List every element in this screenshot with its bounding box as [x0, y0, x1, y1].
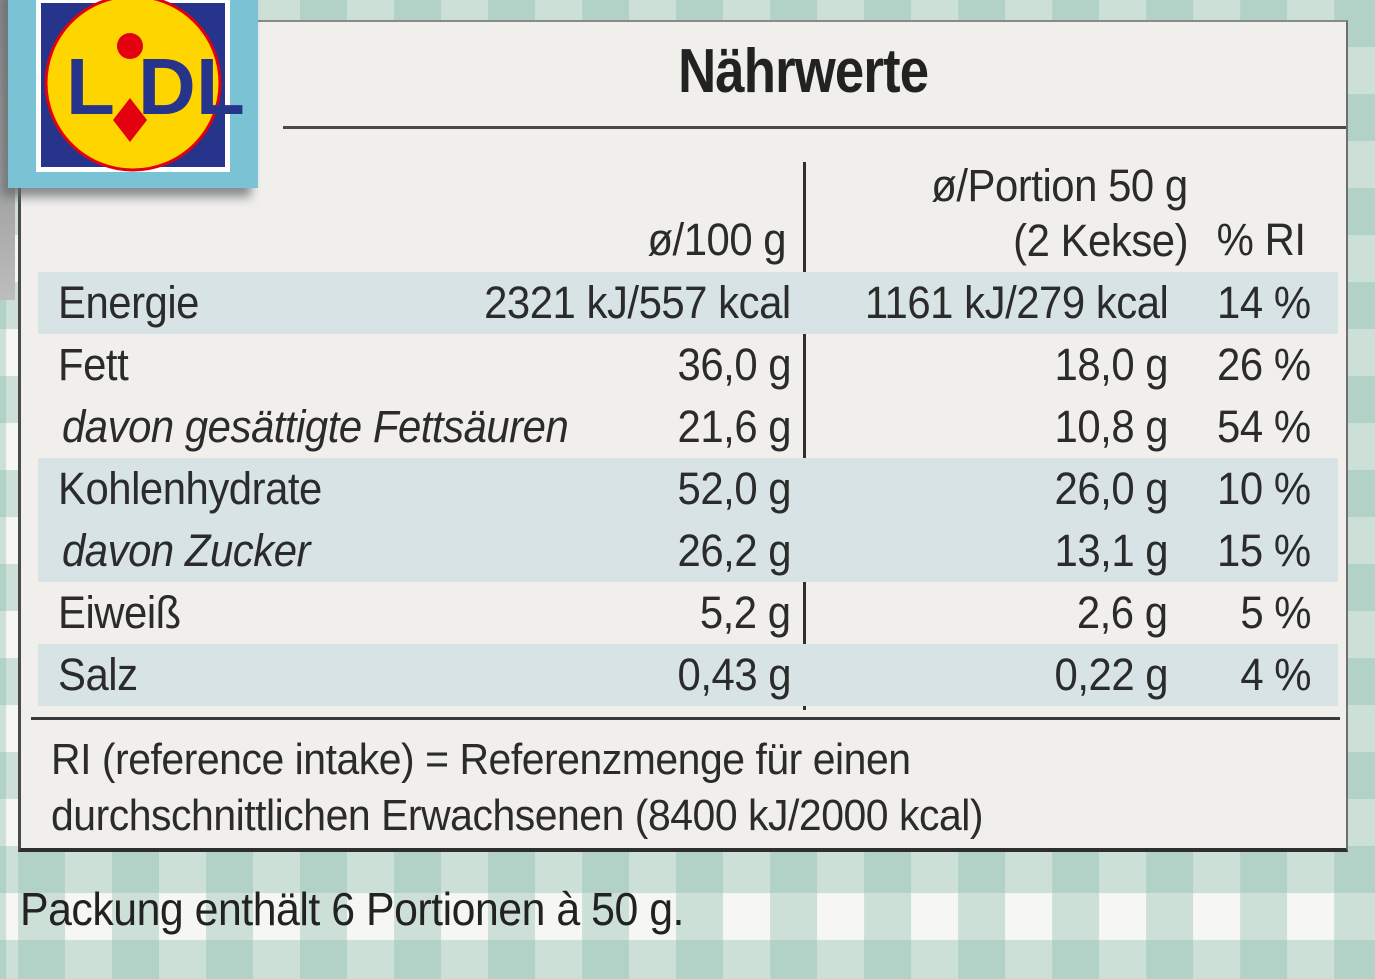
value-per-100g: 52,0 g	[677, 463, 791, 514]
logo-yellow-circle	[44, 0, 222, 172]
value-per-portion: 0,22 g	[1054, 649, 1168, 700]
row-salz: Salz 0,43 g 0,22 g 4 %	[38, 644, 1338, 706]
per-portion-line2: (2 Kekse)	[1013, 215, 1188, 266]
column-header-per-portion: ø/Portion 50 g (2 Kekse)	[912, 158, 1189, 268]
column-header-per-100g: ø/100 g	[647, 214, 786, 265]
value-per-100g: 26,2 g	[677, 525, 791, 576]
value-per-portion: 1161 kJ/279 kcal	[864, 277, 1168, 328]
title-underline	[283, 126, 1346, 129]
value-per-portion: 2,6 g	[1077, 587, 1168, 638]
value-per-100g: 0,43 g	[677, 649, 791, 700]
value-per-100g: 21,6 g	[677, 401, 791, 452]
value-per-100g: 5,2 g	[700, 587, 791, 638]
value-ri-percent: 14 %	[1217, 277, 1311, 328]
row-fett: Fett 36,0 g 18,0 g 26 %	[38, 334, 1338, 396]
row-energie: Energie 2321 kJ/557 kcal 1161 kJ/279 kca…	[38, 272, 1338, 334]
value-per-100g: 2321 kJ/557 kcal	[484, 277, 791, 328]
panel-title: Nährwerte	[271, 36, 1336, 107]
logo-letter-l2: L	[196, 42, 245, 131]
logo-letter-d: D	[138, 42, 196, 131]
value-ri-percent: 15 %	[1217, 525, 1311, 576]
value-ri-percent: 26 %	[1217, 339, 1311, 390]
row-label: Kohlenhydrate	[58, 463, 322, 514]
logo-letter-l1: L	[66, 42, 115, 131]
row-label: Salz	[58, 649, 138, 700]
logo-i-dot	[117, 33, 143, 59]
value-per-portion: 10,8 g	[1054, 401, 1168, 452]
ri-footnote: RI (reference intake) = Referenzmenge fü…	[51, 732, 1053, 844]
footnote-divider-line	[31, 717, 1340, 720]
row-label: Eiweiß	[58, 587, 181, 638]
column-divider-line	[803, 162, 806, 710]
row-label: Fett	[58, 339, 129, 390]
ri-footnote-line1: RI (reference intake) = Referenzmenge fü…	[51, 735, 911, 784]
value-per-portion: 18,0 g	[1054, 339, 1168, 390]
package-portion-note: Packung enthält 6 Portionen à 50 g.	[20, 883, 684, 935]
value-ri-percent: 54 %	[1217, 401, 1311, 452]
ri-footnote-line2: durchschnittlichen Erwachsenen (8400 kJ/…	[51, 791, 984, 840]
row-gesaettigte-fettsaeuren: davon gesättigte Fettsäuren 21,6 g 10,8 …	[38, 396, 1338, 458]
row-eiweiss: Eiweiß 5,2 g 2,6 g 5 %	[38, 582, 1338, 644]
row-label: Energie	[58, 277, 199, 328]
lidl-logo: L D L	[8, 0, 258, 188]
value-per-100g: 36,0 g	[677, 339, 791, 390]
value-ri-percent: 5 %	[1240, 587, 1311, 638]
per-portion-line1: ø/Portion 50 g	[931, 160, 1189, 211]
row-label: davon Zucker	[62, 525, 310, 576]
row-zucker: davon Zucker 26,2 g 13,1 g 15 %	[38, 520, 1338, 582]
value-per-portion: 13,1 g	[1054, 525, 1168, 576]
row-label: davon gesättigte Fettsäuren	[62, 401, 569, 452]
nutrition-panel: Nährwerte ø/100 g ø/Portion 50 g (2 Keks…	[18, 20, 1348, 852]
row-kohlenhydrate: Kohlenhydrate 52,0 g 26,0 g 10 %	[38, 458, 1338, 520]
nutrition-rows: Energie 2321 kJ/557 kcal 1161 kJ/279 kca…	[38, 272, 1338, 706]
column-header-ri: % RI	[1217, 214, 1306, 265]
logo-i-diamond	[113, 98, 147, 142]
value-ri-percent: 4 %	[1240, 649, 1311, 700]
value-per-portion: 26,0 g	[1054, 463, 1168, 514]
panel-title-text: Nährwerte	[678, 37, 929, 106]
value-ri-percent: 10 %	[1217, 463, 1311, 514]
